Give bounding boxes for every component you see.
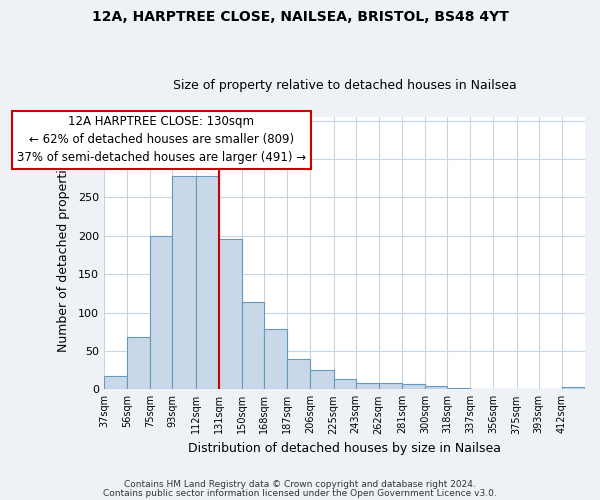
Bar [127, 337, 151, 390]
Bar [379, 383, 402, 390]
Text: 12A HARPTREE CLOSE: 130sqm
← 62% of detached houses are smaller (809)
37% of sem: 12A HARPTREE CLOSE: 130sqm ← 62% of deta… [17, 116, 306, 164]
Bar [242, 302, 264, 390]
Bar [470, 388, 493, 390]
Text: 12A, HARPTREE CLOSE, NAILSEA, BRISTOL, BS48 4YT: 12A, HARPTREE CLOSE, NAILSEA, BRISTOL, B… [92, 10, 508, 24]
Bar [493, 388, 517, 390]
Bar [517, 388, 539, 390]
Text: Contains HM Land Registry data © Crown copyright and database right 2024.: Contains HM Land Registry data © Crown c… [124, 480, 476, 489]
Title: Size of property relative to detached houses in Nailsea: Size of property relative to detached ho… [173, 79, 517, 92]
Bar [334, 378, 356, 390]
Bar [172, 176, 196, 390]
Text: Contains public sector information licensed under the Open Government Licence v3: Contains public sector information licen… [103, 488, 497, 498]
Bar [196, 176, 219, 390]
Bar [219, 239, 242, 390]
Bar [310, 370, 334, 390]
X-axis label: Distribution of detached houses by size in Nailsea: Distribution of detached houses by size … [188, 442, 501, 455]
Bar [151, 236, 172, 390]
Bar [356, 383, 379, 390]
Bar [264, 330, 287, 390]
Bar [402, 384, 425, 390]
Bar [425, 386, 447, 390]
Bar [447, 388, 470, 390]
Bar [287, 358, 310, 390]
Y-axis label: Number of detached properties: Number of detached properties [57, 154, 70, 352]
Bar [104, 376, 127, 390]
Bar [539, 388, 562, 390]
Bar [562, 387, 585, 390]
